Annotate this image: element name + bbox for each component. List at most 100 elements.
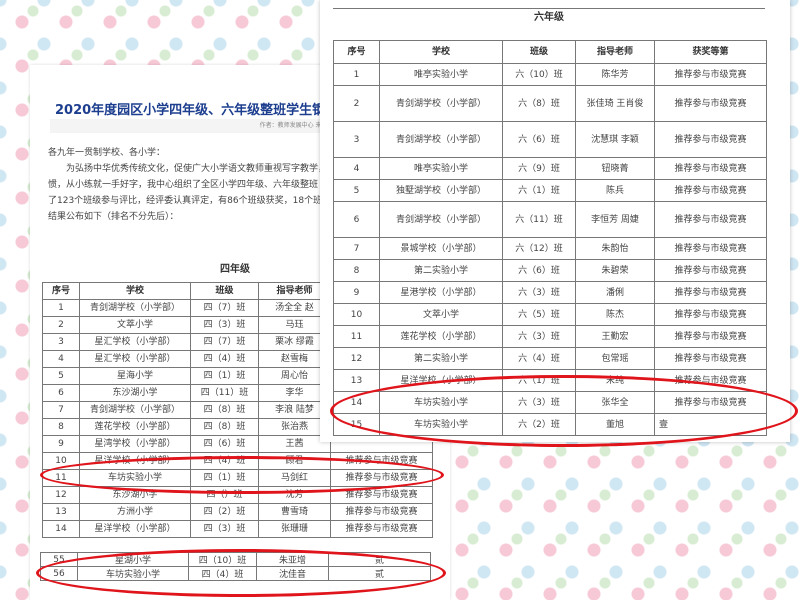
table-cell: 青剑湖学校（小学部）	[379, 85, 503, 122]
table-cell: 7	[333, 237, 380, 260]
table-row: 7 景城学校（小学部） 六（12）班 朱韵怡 推荐参与市级竞赛	[333, 237, 767, 260]
table-cell: 推荐参与市级竞赛	[330, 452, 433, 470]
body-line: 各九年一贯制学校、各小学：	[48, 148, 166, 158]
table-row: 56 车坊实验小学 四（4）班 沈佳音贰	[40, 566, 431, 581]
table-cell: 4	[333, 157, 380, 180]
table-cell: 张华全	[575, 391, 655, 414]
article-title: 2020年度园区小学四年级、六年级整班学生钢笔	[55, 103, 339, 118]
body-line: 结果公布如下（排名不分先后）：	[48, 212, 179, 222]
table-cell: 推荐参与市级竞赛	[654, 179, 767, 202]
table-cell: 四（4）班	[188, 566, 257, 581]
table-row: 13 星洋学校（小学部） 六（1）班 宋纯 推荐参与市级竞赛	[333, 369, 767, 392]
table-cell: 唯亭实验小学	[379, 63, 503, 86]
table-row: 3 青剑湖学校（小学部） 六（6）班 沈慧琪 李颖 推荐参与市级竞赛	[333, 121, 767, 158]
table-cell: 李恒芳 周婕	[575, 201, 655, 238]
table-cell: 六（4）班	[502, 347, 576, 370]
table-cell: 六（3）班	[502, 325, 576, 348]
table-cell: 第二实验小学	[379, 259, 503, 282]
table-cell: 9	[42, 435, 80, 453]
table-cell: 星港学校（小学部）	[379, 281, 503, 304]
table-cell: 11	[333, 325, 380, 348]
table-row: 55 星湖小学 四（10）班 朱亚增贰	[40, 552, 431, 567]
table-cell: 5	[42, 367, 80, 385]
table-cell: 六（8）班	[502, 85, 576, 122]
table-cell: 青剑湖学校（小学部）	[379, 201, 503, 238]
table-cell: 贰	[328, 566, 431, 581]
table-cell: 六（5）班	[502, 303, 576, 326]
table-cell: 1	[333, 63, 380, 86]
table-cell: 青剑湖学校（小学部）	[79, 401, 191, 419]
table-cell: 贰	[328, 552, 431, 567]
table-cell: 六（6）班	[502, 259, 576, 282]
table-cell: 沈慧琪 李颖	[575, 121, 655, 158]
table-cell: 四（6）班	[190, 435, 259, 453]
table-cell: 六（12）班	[502, 237, 576, 260]
body-line: 了123个班级参与评比，经评委认真评定，有86个班级获奖，18个班级	[48, 196, 332, 206]
table-cell: 文萃小学	[379, 303, 503, 326]
table-cell: 四（8）班	[190, 418, 259, 436]
table-cell: 推荐参与市级竞赛	[654, 237, 767, 260]
table-row: 1 唯亭实验小学 六（10）班 陈华芳 推荐参与市级竞赛	[333, 63, 767, 86]
table-cell: 朱亚增	[256, 552, 329, 567]
table-cell: 推荐参与市级竞赛	[330, 520, 433, 538]
table-cell: 四（2）班	[190, 503, 259, 521]
table-cell: 四（7）班	[190, 333, 259, 351]
table-cell: 六（3）班	[502, 281, 576, 304]
table-row: 11 车坊实验小学 四（1）班 马剑红 推荐参与市级竞赛	[42, 469, 433, 487]
table-cell: 包常瑶	[575, 347, 655, 370]
column-header: 学校	[79, 282, 191, 300]
table-cell: 六（1）班	[502, 179, 576, 202]
table-cell: 沈芳	[258, 486, 331, 504]
table-cell: 2	[333, 85, 380, 122]
table-cell: 推荐参与市级竞赛	[330, 503, 433, 521]
table-cell: 55	[40, 552, 78, 567]
column-header: 序号	[42, 282, 80, 300]
body-line: 为弘扬中华优秀传统文化，促使广大小学语文教师重视写字教学，	[48, 164, 328, 174]
table-row: 10 文萃小学 六（5）班 陈杰 推荐参与市级竞赛	[333, 303, 767, 326]
grade6-table: 序号 学校 班级 指导老师 获奖等第 1 唯亭实验小学 六（10）班 陈华芳 推荐参与市级竞赛 2 青…	[333, 40, 767, 436]
table-cell: 潘俐	[575, 281, 655, 304]
table-cell: 推荐参与市级竞赛	[654, 369, 767, 392]
table-cell: 六（10）班	[502, 63, 576, 86]
table-cell: 8	[333, 259, 380, 282]
table-cell: 独墅湖学校（小学部）	[379, 179, 503, 202]
table-cell: 六（1）班	[502, 369, 576, 392]
table-cell: 7	[42, 401, 80, 419]
table-row: 14 车坊实验小学 六（3）班 张华全 推荐参与市级竞赛	[333, 391, 767, 414]
table-cell: 星汇学校（小学部）	[79, 333, 191, 351]
table-cell: 陈兵	[575, 179, 655, 202]
table-cell: 张佳琦 王肖俊	[575, 85, 655, 122]
table-row: 5 独墅湖学校（小学部） 六（1）班 陈兵 推荐参与市级竞赛	[333, 179, 767, 202]
table-cell: 四（）班	[190, 486, 259, 504]
table-cell: 朱韵怡	[575, 237, 655, 260]
table-cell: 宋纯	[575, 369, 655, 392]
table-cell: 沈佳音	[256, 566, 329, 581]
article-body: 各九年一贯制学校、各小学： 为弘扬中华优秀传统文化，促使广大小学语文教师重视写字…	[48, 145, 448, 225]
grade4-table-bottom: 55 星湖小学 四（10）班 朱亚增贰 56 车坊实验小学 四（4）班 沈佳音贰	[40, 552, 431, 581]
table-cell: 11	[42, 469, 80, 487]
column-header: 班级	[190, 282, 259, 300]
table-row: 11 莲花学校（小学部） 六（3）班 王勤宏 推荐参与市级竞赛	[333, 325, 767, 348]
table-row: 2 青剑湖学校（小学部） 六（8）班 张佳琦 王肖俊 推荐参与市级竞赛	[333, 85, 767, 122]
table-cell: 推荐参与市级竞赛	[654, 121, 767, 158]
table-cell: 莲花学校（小学部）	[79, 418, 191, 436]
table-cell: 1	[42, 299, 80, 317]
table-cell: 曹雪琦	[258, 503, 331, 521]
table-row: 14 星洋学校（小学部） 四（3）班 张珊珊 推荐参与市级竞赛	[42, 520, 433, 538]
column-header: 指导老师	[575, 40, 655, 64]
table-cell: 东沙湖小学	[79, 384, 191, 402]
table-cell: 莲花学校（小学部）	[379, 325, 503, 348]
table-cell: 12	[333, 347, 380, 370]
table-cell: 钮晓菁	[575, 157, 655, 180]
table-cell: 四（7）班	[190, 299, 259, 317]
table-cell: 9	[333, 281, 380, 304]
table-cell: 董旭	[575, 413, 655, 436]
table-cell: 12	[42, 486, 80, 504]
table-cell: 四（4）班	[190, 452, 259, 470]
table-cell: 星湾学校（小学部）	[79, 435, 191, 453]
table-cell: 东沙湖小学	[79, 486, 191, 504]
table-cell: 3	[333, 121, 380, 158]
table-cell: 方洲小学	[79, 503, 191, 521]
table-row: 8 第二实验小学 六（6）班 朱碧荣 推荐参与市级竞赛	[333, 259, 767, 282]
table-cell: 56	[40, 566, 78, 581]
